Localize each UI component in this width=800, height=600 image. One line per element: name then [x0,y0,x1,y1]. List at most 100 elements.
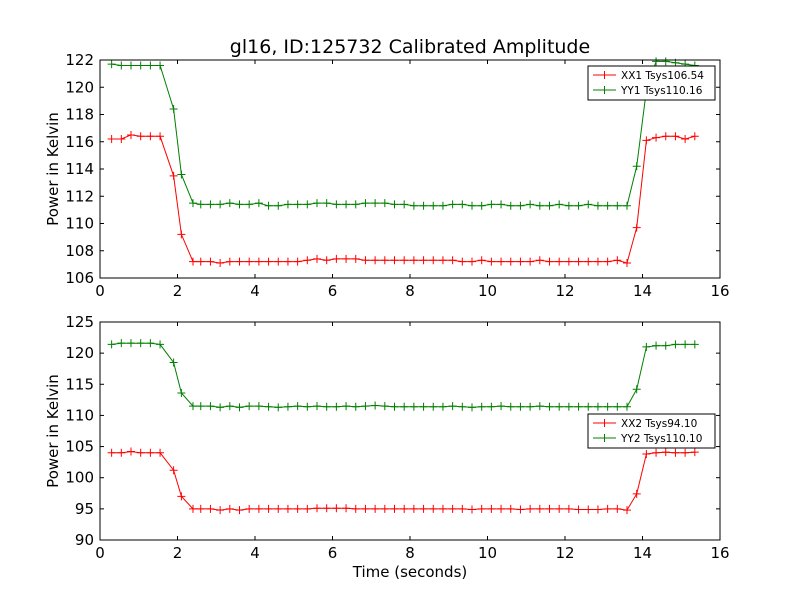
data-point [477,504,486,513]
data-point [497,402,506,411]
data-point [419,504,428,513]
y-tick-label: 106 [65,269,94,287]
legend-marker [600,434,609,442]
data-point [690,132,699,141]
data-point [526,402,535,411]
data-point [293,257,302,266]
x-tick-label: 2 [173,544,183,562]
data-point [189,257,197,266]
legend-marker [600,86,609,94]
data-point [652,341,661,350]
x-tick-label: 14 [633,544,652,562]
data-point [342,402,351,411]
x-axis-label: Time (seconds) [352,563,468,581]
data-point [584,402,593,411]
data-point [409,402,418,411]
x-tick-label: 8 [405,544,415,562]
y-tick-label: 112 [65,187,94,205]
data-point [361,504,370,513]
series-line [111,451,695,511]
data-point [225,402,234,411]
data-point [429,256,438,265]
data-point [332,200,341,209]
data-point [584,200,593,209]
data-point [264,402,273,411]
y-tick-label: 108 [65,242,94,260]
y-tick-label: 110 [65,215,94,233]
data-point [293,402,302,411]
data-point [468,403,476,412]
data-point [487,200,496,209]
data-point [419,402,428,411]
data-point [429,402,438,411]
data-point [690,448,699,457]
data-point [146,448,155,457]
data-point [274,504,283,513]
series-line [111,342,695,408]
series-2 [107,57,699,210]
y-tick-label: 122 [65,51,94,69]
data-point [206,257,215,266]
legend: XX1 Tsys106.54 YY1 Tsys110.16 [587,65,716,101]
data-point [661,57,670,66]
data-point [136,448,145,457]
data-point [458,402,467,411]
x-tick-label: 0 [95,282,105,300]
data-point [313,402,321,411]
data-point [506,257,515,266]
data-point [216,259,225,268]
data-point [429,201,438,210]
data-point [661,448,670,457]
data-point [584,257,593,266]
data-point [235,403,244,412]
data-point [613,402,622,411]
data-point [177,230,186,239]
data-point [169,466,178,475]
data-point [390,256,399,265]
data-point [545,257,554,266]
data-point [400,200,409,209]
data-point [107,340,116,349]
data-point [196,200,205,209]
data-point [681,135,690,144]
legend-entry: XX2 Tsys94.10 [621,418,697,430]
series-1 [107,130,699,268]
data-point [156,61,165,70]
data-point [623,201,631,210]
data-point [516,402,525,411]
data-point [632,162,641,171]
data-point [206,200,215,209]
data-point [361,402,370,411]
y-tick-label: 115 [65,375,94,393]
data-point [254,199,263,208]
data-point [487,402,496,411]
data-point [545,504,554,513]
data-point [322,256,331,265]
data-point [156,340,165,349]
data-point [652,57,661,66]
data-point [632,489,641,498]
data-point [535,504,544,513]
data-point [506,201,515,210]
data-point [235,200,244,209]
data-point [613,201,622,210]
data-point [332,402,341,411]
data-point [574,201,583,210]
legend-marker [600,419,609,427]
chart-1: 0 2 4 6 8 10 12 14 16 106 108 110 112 114 116 118 120 122… [44,51,730,300]
x-tick-label: 4 [250,544,260,562]
data-point [419,256,428,265]
legend-entry: YY1 Tsys110.16 [620,85,703,97]
data-point [652,448,661,457]
data-point [254,504,263,513]
data-point [458,504,467,513]
data-point [107,135,116,144]
data-point [390,504,399,513]
data-point [458,257,467,266]
data-point [448,256,457,265]
data-point [189,199,197,208]
data-point [468,505,476,514]
data-point [264,504,273,513]
data-point [177,389,186,398]
data-point [487,504,496,513]
